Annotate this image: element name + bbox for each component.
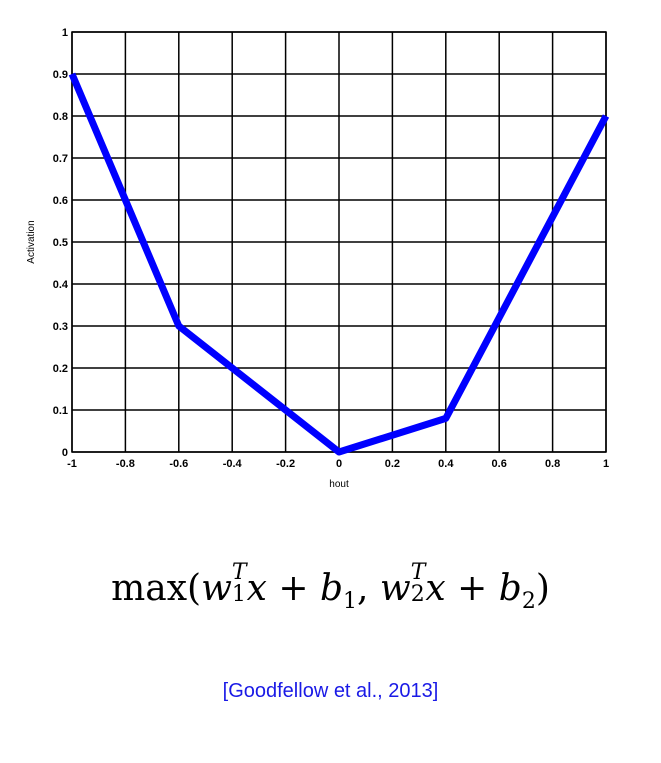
formula-x2: x [425,568,446,609]
y-axis-label: Activation [26,220,37,263]
x-tick-label: 0.8 [545,458,560,470]
formula-w2: w [379,568,411,609]
y-tick-label: 0 [62,447,68,459]
series [68,72,610,456]
x-tick-label: -1 [67,458,77,470]
y-tick-label: 1 [62,27,68,39]
formula-w2-sup: T [410,560,426,585]
x-tick-label: -0.6 [169,458,188,470]
ticks: -1 -0.8 -0.6 -0.4 -0.2 0 0.2 0.4 0.6 0.8 1 0 0.1 0.2 0… [53,27,609,470]
y-tick-label: 0.8 [53,111,68,123]
formula-b2-sub: 2 [521,589,536,615]
x-tick-label: -0.4 [223,458,243,470]
x-tick-label: 0 [336,458,342,470]
formula-comma: , [357,568,380,609]
y-tick-label: 0.3 [53,321,68,333]
x-tick-label: 0.2 [385,458,400,470]
y-tick-label: 0.2 [53,363,68,375]
y-tick-label: 0.6 [53,195,68,207]
formula-w1-sub: 1 [231,582,246,607]
y-tick-label: 0.4 [53,279,69,291]
formula-close-paren: ) [535,568,550,609]
formula-w1-sup: T [231,560,247,585]
formula-w1: w [201,568,232,609]
formula-b1-sub: 1 [343,589,357,615]
x-tick-label: 0.6 [492,458,507,470]
formula-b1: b [319,568,343,609]
maxout-chart: -1 -0.8 -0.6 -0.4 -0.2 0 0.2 0.4 0.6 0.8 1 0 0.1 0.2 0… [26,27,610,490]
x-tick-label: 1 [603,458,609,470]
formula-open-paren: ( [187,568,202,609]
x-tick-label: 0.4 [438,458,454,470]
y-tick-label: 0.1 [53,405,68,417]
citation: [Goodfellow et al., 2013] [222,680,439,702]
y-tick-label: 0.7 [53,153,68,165]
series-line [68,72,610,456]
formula-plus2: + [445,568,499,609]
y-tick-label: 0.9 [53,69,68,81]
formula-b2: b [498,568,522,609]
formula-w2-sub: 2 [410,582,425,607]
y-tick-label: 0.5 [53,237,68,249]
formula-x1: x [246,568,267,609]
x-tick-label: -0.2 [276,458,295,470]
x-tick-label: -0.8 [116,458,135,470]
x-axis-label: hout [329,479,349,490]
formula-fn: max [111,568,188,609]
grid [71,31,607,453]
formula-plus1: + [266,568,320,609]
